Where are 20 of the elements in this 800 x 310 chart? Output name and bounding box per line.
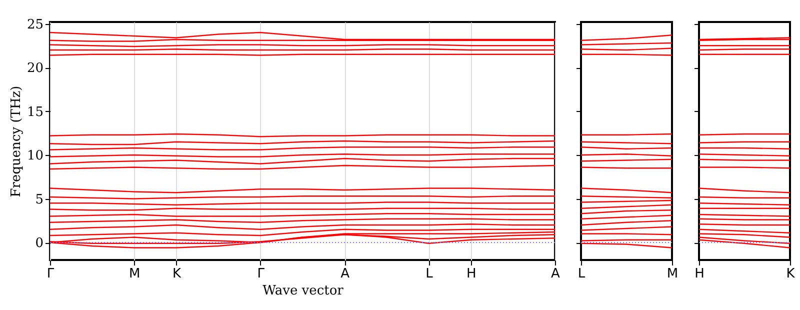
x-tick-label: A <box>551 266 560 282</box>
x-tick-label: M <box>666 266 678 282</box>
y-tick-label: 0 <box>35 236 44 251</box>
x-tick-label: K <box>786 266 796 282</box>
y-axis-title: Frequency (THz) <box>8 86 24 198</box>
x-tick-label: Γ <box>46 266 55 282</box>
y-tick-label: 20 <box>26 61 44 76</box>
x-tick-label: L <box>426 266 434 282</box>
x-axis-title: Wave vector <box>262 284 344 298</box>
x-tick-label: H <box>466 266 476 282</box>
y-tick-label: 5 <box>35 192 44 208</box>
x-tick-label: Γ <box>257 266 266 282</box>
x-tick-label: L <box>578 266 586 282</box>
x-tick-label: K <box>172 266 182 282</box>
x-tick-label: M <box>129 266 140 282</box>
y-tick-label: 10 <box>26 148 44 164</box>
x-tick-label: A <box>340 266 350 282</box>
y-tick-label: 25 <box>26 17 44 32</box>
y-tick-label: 15 <box>26 104 44 120</box>
x-tick-label: H <box>694 266 704 282</box>
